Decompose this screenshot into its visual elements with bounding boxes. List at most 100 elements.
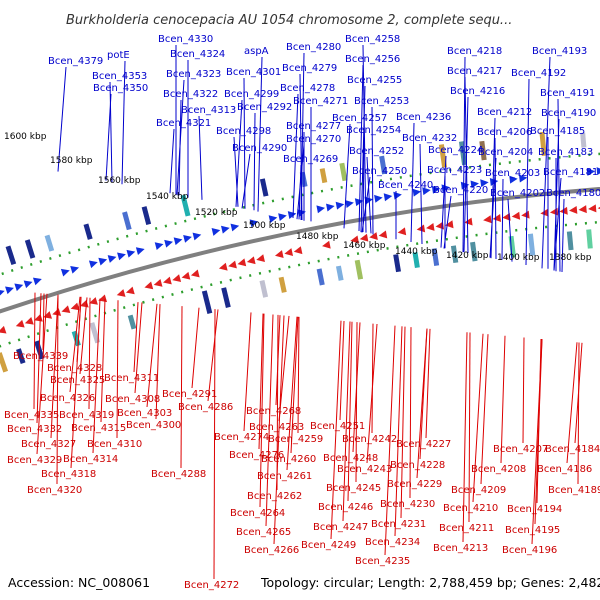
reverse-gene-label: Bcen_4288 (151, 469, 206, 480)
forward-gene-label: Bcen_4313 (181, 105, 236, 116)
forward-gene-label: Bcen_4330 (158, 34, 213, 45)
reverse-gene-arrow (218, 262, 228, 271)
topology-stats-label: Topology: circular; Length: 2,788,459 bp… (260, 575, 600, 590)
forward-leader-line (343, 123, 351, 229)
reverse-gene-arrow (237, 258, 247, 267)
forward-leader-line (57, 66, 67, 172)
reverse-leader-line (213, 309, 216, 580)
reverse-feature-block (221, 287, 231, 308)
forward-feature-block (339, 162, 348, 182)
forward-feature-block (479, 140, 487, 161)
reverse-leader-line (50, 294, 59, 439)
reverse-gene-label: Bcen_4243 (337, 464, 392, 475)
forward-gene-arrow (107, 255, 117, 263)
reverse-gene-label: Bcen_4211 (439, 523, 494, 534)
reverse-leader-line (290, 316, 299, 454)
forward-gene-arrow (117, 252, 126, 261)
inner-scale-ring (0, 220, 600, 348)
reverse-gene-label: Bcen_4189 (548, 485, 600, 496)
reverse-gene-label: Bcen_4231 (371, 519, 426, 530)
forward-gene-label: Bcen_4271 (293, 96, 348, 107)
forward-leader-line (105, 93, 112, 181)
reverse-gene-label: Bcen_4325 (50, 375, 105, 386)
reverse-gene-arrow (322, 240, 331, 249)
reverse-feature-block (566, 231, 574, 251)
reverse-gene-label: Bcen_4319 (59, 410, 114, 421)
forward-gene-label: Bcen_4232 (402, 133, 457, 144)
forward-leader-line (360, 85, 366, 233)
reverse-gene-label: Bcen_4251 (310, 421, 365, 432)
forward-leader-line (507, 198, 513, 262)
reverse-gene-arrow (492, 214, 502, 222)
reverse-leader-line (531, 339, 543, 545)
reverse-gene-label: Bcen_4262 (247, 491, 302, 502)
forward-gene-label: Bcen_4253 (354, 96, 409, 107)
forward-gene-label: Bcen_4181 (543, 167, 598, 178)
forward-gene-arrow (230, 223, 240, 232)
reverse-feature-block (16, 348, 26, 365)
reverse-leader-line (36, 293, 48, 455)
reverse-leader-line (278, 315, 290, 422)
reverse-gene-label: Bcen_4314 (63, 454, 118, 465)
reverse-gene-arrow (98, 294, 108, 303)
forward-gene-label: Bcen_4256 (345, 54, 400, 65)
forward-gene-label: Bcen_4202 (490, 188, 545, 199)
reverse-gene-label: Bcen_4266 (244, 545, 299, 556)
reverse-feature-block (586, 229, 593, 249)
forward-gene-arrow (211, 228, 221, 236)
kbp-tick-label: 1580 kbp (50, 156, 93, 166)
forward-gene-label: Bcen_4212 (477, 107, 532, 118)
reverse-gene-label: Bcen_4196 (502, 545, 557, 556)
reverse-gene-arrow (15, 319, 25, 328)
reverse-leader-line (207, 309, 219, 402)
forward-gene-arrow (287, 211, 297, 220)
reverse-leader-line (100, 299, 106, 423)
reverse-leader-line (33, 292, 36, 410)
reverse-gene-label: Bcen_4276 (229, 450, 284, 461)
reverse-gene-arrow (246, 256, 256, 265)
forward-gene-label: Bcen_4217 (447, 66, 502, 77)
reverse-feature-block (431, 248, 440, 266)
reverse-leader-line (56, 294, 59, 485)
reverse-gene-arrow (588, 204, 597, 213)
reverse-feature-block (278, 276, 287, 293)
reverse-gene-label: Bcen_4320 (27, 485, 82, 496)
kbp-tick-labels: 1600 kbp 1580 kbp 1560 kbp 1540 kbp 1520 kbp… (4, 132, 592, 263)
reverse-gene-label: Bcen_4249 (301, 540, 356, 551)
reverse-leader-line (462, 332, 468, 543)
reverse-gene-label: Bcen_4291 (162, 389, 217, 400)
reverse-feature-block (412, 251, 420, 269)
reverse-gene-arrow (578, 205, 587, 214)
forward-gene-label: Bcen_4191 (540, 88, 595, 99)
reverse-gene-label: Bcen_4300 (126, 420, 181, 431)
forward-gene-label: potE (107, 50, 130, 61)
kbp-tick-label: 1520 kbp (195, 208, 238, 218)
forward-gene-label: Bcen_4203 (485, 168, 540, 179)
forward-gene-label: Bcen_4255 (347, 75, 402, 86)
forward-leader-line (462, 56, 466, 253)
reverse-feature-block (354, 259, 364, 280)
forward-leader-line (198, 115, 203, 200)
reverse-leader-line (566, 342, 578, 464)
forward-leader-line (362, 44, 367, 233)
reverse-leader-line (468, 332, 471, 523)
forward-gene-arrow (441, 184, 450, 193)
forward-leader-line (169, 128, 175, 194)
forward-gene-arrow (60, 268, 70, 277)
reverse-leader-line (70, 296, 82, 469)
reverse-leader-line (394, 326, 403, 537)
reverse-gene-label: Bcen_4247 (313, 522, 368, 533)
reverse-gene-label: Bcen_4235 (355, 556, 410, 567)
kbp-tick-label: 1600 kbp (4, 132, 47, 142)
forward-leader-line (121, 60, 126, 185)
forward-gene-arrow (183, 234, 192, 243)
reverse-gene-arrow (70, 302, 80, 311)
map-title: Burkholderia cenocepacia AU 1054 chromos… (66, 13, 512, 28)
forward-gene-arrow (220, 225, 230, 234)
forward-feature-block (122, 211, 132, 231)
reverse-leader-line (116, 300, 119, 439)
reverse-gene-label: Bcen_4318 (41, 469, 96, 480)
reverse-gene-arrow (181, 271, 191, 280)
